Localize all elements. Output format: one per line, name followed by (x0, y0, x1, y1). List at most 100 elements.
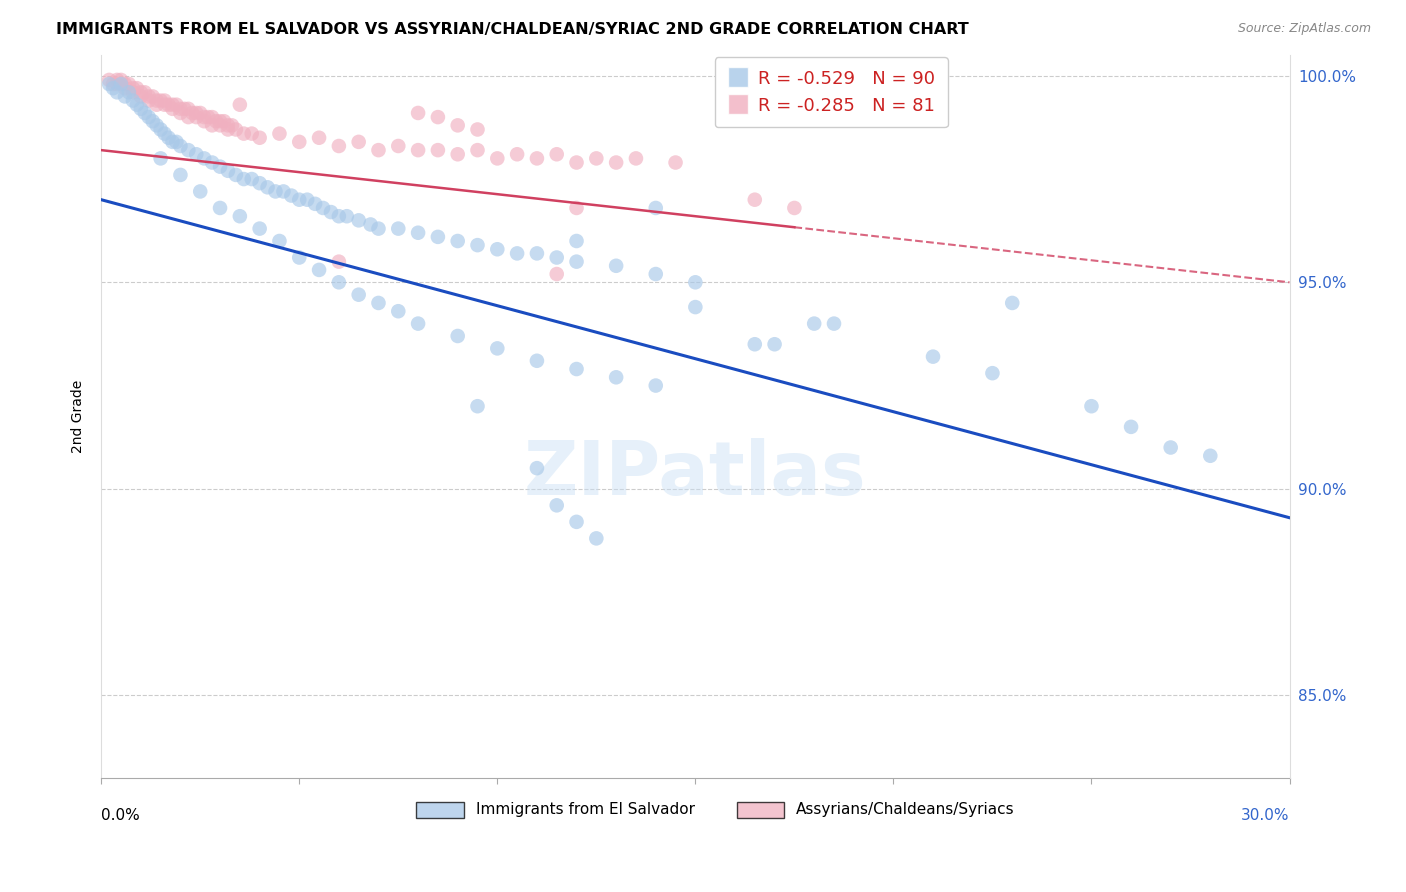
Point (138, 110, 160, 124)
Point (319, 205, 342, 219)
Point (122, 94, 145, 108)
Point (114, 81, 136, 95)
Text: Immigrants from El Salvador: Immigrants from El Salvador (475, 802, 695, 817)
Point (217, 163, 239, 178)
Point (217, 122, 239, 136)
Point (347, 213, 370, 227)
Point (304, 197, 326, 211)
Point (201, 155, 224, 169)
Point (209, 201, 232, 215)
Point (312, 201, 335, 215)
Point (162, 102, 184, 116)
Point (447, 147, 470, 161)
Point (114, 77, 136, 91)
Point (264, 185, 287, 199)
Point (387, 221, 409, 235)
Point (1160, 441, 1182, 455)
Point (153, 127, 176, 141)
Point (134, 106, 156, 120)
Point (1080, 399, 1102, 413)
Point (177, 110, 200, 124)
Point (546, 251, 568, 265)
Point (142, 114, 165, 128)
Point (288, 135, 311, 149)
Point (664, 155, 686, 169)
Point (118, 85, 141, 99)
Point (467, 399, 489, 413)
Point (125, 97, 148, 112)
Point (217, 119, 239, 133)
Point (249, 221, 271, 235)
Point (803, 317, 825, 331)
Point (193, 110, 215, 124)
Point (142, 89, 165, 103)
Point (347, 135, 370, 149)
Point (153, 94, 176, 108)
Point (232, 127, 254, 141)
Point (101, 81, 124, 95)
Point (186, 147, 208, 161)
Point (149, 94, 172, 108)
Point (122, 85, 145, 99)
Point (209, 119, 232, 133)
Text: Source: ZipAtlas.com: Source: ZipAtlas.com (1237, 22, 1371, 36)
Point (197, 110, 219, 124)
Point (110, 77, 132, 91)
Point (186, 106, 208, 120)
Point (624, 152, 647, 166)
Point (209, 160, 232, 174)
Point (546, 147, 568, 161)
Point (685, 275, 707, 289)
Point (387, 139, 409, 153)
Point (229, 209, 252, 223)
Point (367, 143, 389, 157)
Point (157, 97, 180, 112)
Point (506, 246, 529, 260)
Point (149, 122, 172, 136)
Text: IMMIGRANTS FROM EL SALVADOR VS ASSYRIAN/CHALDEAN/SYRIAC 2ND GRADE CORRELATION CH: IMMIGRANTS FROM EL SALVADOR VS ASSYRIAN/… (56, 22, 969, 37)
Point (129, 85, 152, 99)
Point (447, 329, 470, 343)
Point (288, 193, 311, 207)
Point (138, 89, 160, 103)
Point (565, 155, 588, 169)
Point (783, 201, 806, 215)
Point (105, 73, 128, 87)
Point (585, 152, 607, 166)
Point (145, 97, 167, 112)
Point (526, 461, 548, 475)
Point (565, 201, 588, 215)
Point (467, 143, 489, 157)
Point (153, 97, 176, 112)
Point (249, 176, 271, 190)
Point (406, 317, 429, 331)
Point (565, 515, 588, 529)
Point (162, 97, 184, 112)
Point (101, 77, 124, 91)
Point (280, 188, 302, 202)
Point (685, 300, 707, 314)
Point (328, 209, 350, 223)
Point (225, 168, 247, 182)
Point (546, 499, 568, 513)
Point (426, 230, 449, 244)
Point (823, 317, 845, 331)
Point (177, 102, 200, 116)
Point (486, 342, 509, 356)
Point (186, 110, 208, 124)
Point (125, 81, 148, 95)
Point (981, 366, 1004, 380)
Point (406, 226, 429, 240)
Point (467, 238, 489, 252)
Point (328, 275, 350, 289)
FancyBboxPatch shape (737, 802, 785, 818)
Point (546, 267, 568, 281)
Point (744, 337, 766, 351)
Point (162, 135, 184, 149)
Point (240, 172, 263, 186)
Point (229, 97, 252, 112)
Point (426, 143, 449, 157)
Point (105, 85, 128, 99)
Point (193, 152, 215, 166)
Point (288, 251, 311, 265)
